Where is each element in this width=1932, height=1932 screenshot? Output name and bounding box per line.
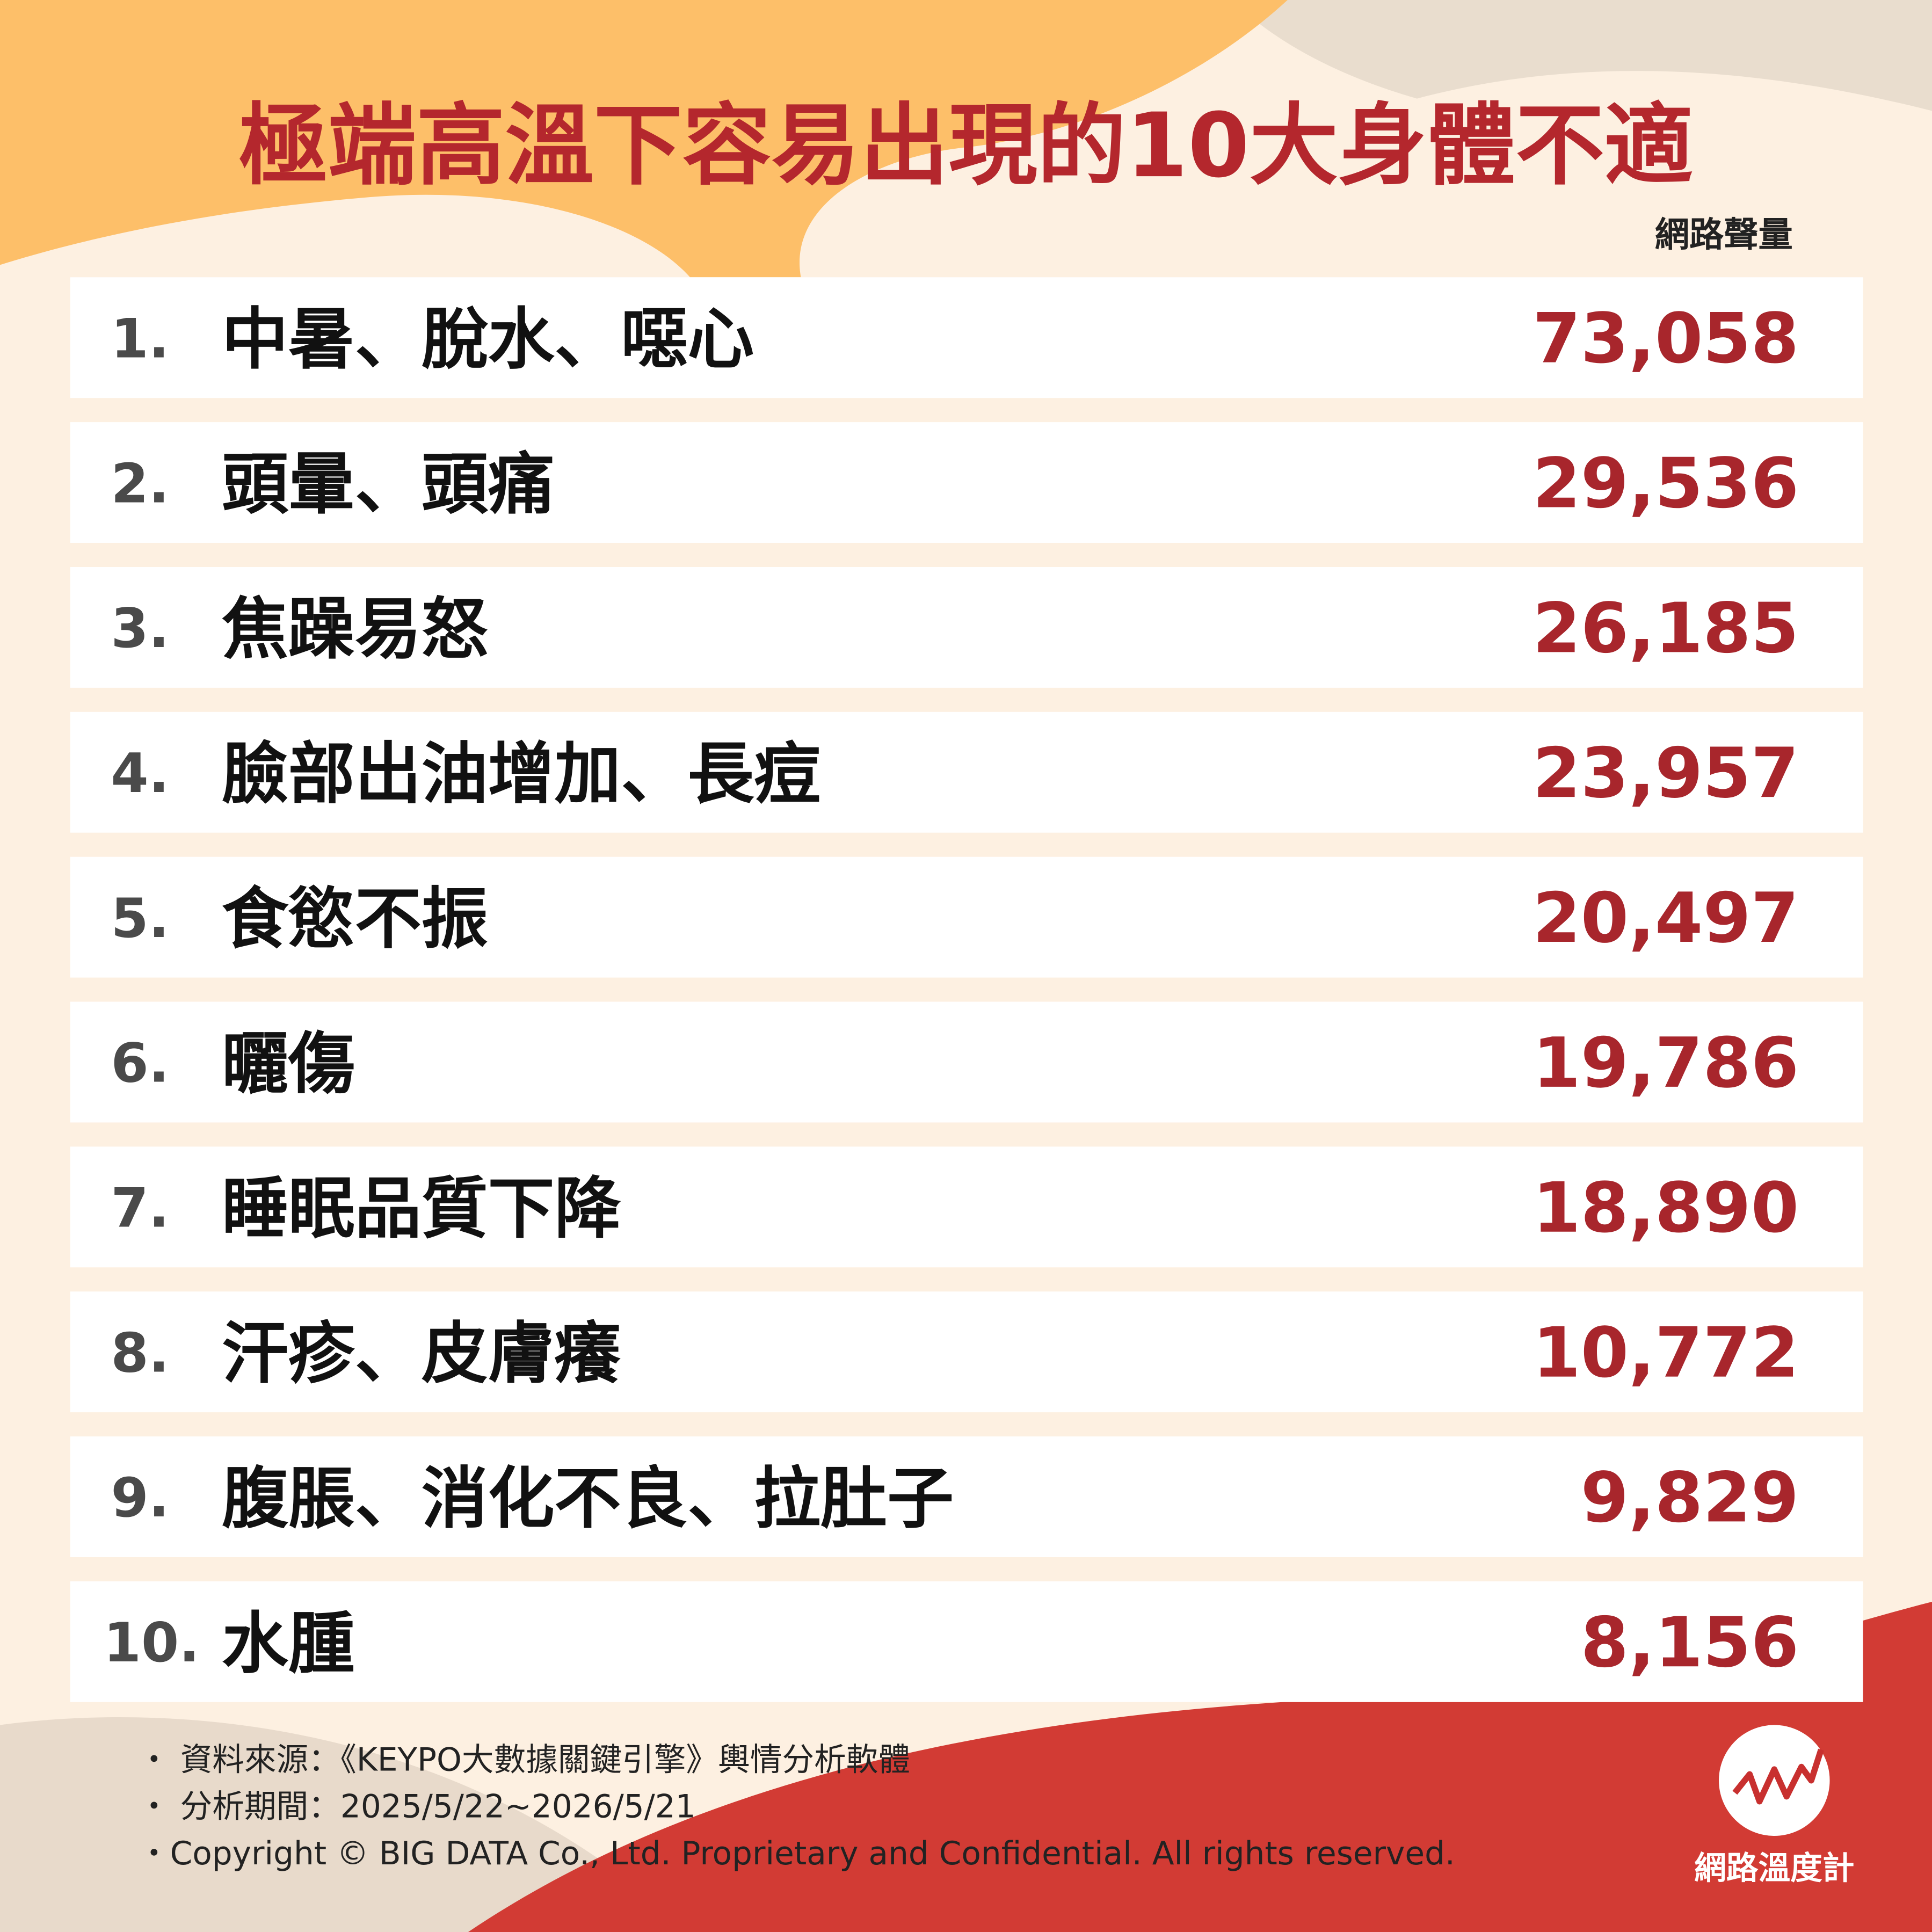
- logo-wave: [1732, 1748, 1824, 1805]
- row-background: [70, 277, 1863, 398]
- item-label: 頭暈、頭痛: [222, 446, 555, 523]
- item-value: 19,786: [1532, 1023, 1799, 1103]
- rank: 10.: [104, 1611, 200, 1674]
- rank: 3.: [111, 597, 170, 660]
- item-label: 食慾不振: [222, 881, 488, 958]
- item-label: 睡眠品質下降: [222, 1171, 621, 1248]
- item-value: 23,957: [1532, 733, 1799, 814]
- item-label: 臉部出油增加、長痘: [222, 736, 820, 813]
- logo-circle: [1719, 1725, 1830, 1836]
- row-background: [70, 566, 1863, 688]
- row-background: [70, 1436, 1863, 1557]
- footer-line: ・ 資料來源：《KEYPO大數據關鍵引擎》輿情分析軟體: [138, 1741, 910, 1778]
- rank: 5.: [111, 887, 170, 950]
- item-value: 9,829: [1581, 1458, 1799, 1538]
- row-background: [70, 422, 1863, 543]
- item-value: 18,890: [1532, 1168, 1799, 1248]
- row: 4. 臉部出油增加、長痘 23,957: [70, 711, 1863, 833]
- item-label: 曬傷: [222, 1026, 355, 1103]
- unit-label: 網路聲量: [1655, 215, 1793, 255]
- row: 7. 睡眠品質下降 18,890: [70, 1146, 1863, 1268]
- blob-bottom-left: [0, 1717, 690, 1932]
- rank: 1.: [111, 307, 170, 370]
- blob-bottom-right: [468, 1602, 1932, 1932]
- rank: 9.: [111, 1466, 170, 1529]
- rank: 8.: [111, 1321, 170, 1384]
- row: 8. 汗疹、皮膚癢 10,772: [70, 1291, 1863, 1413]
- row-background: [70, 1146, 1863, 1268]
- item-label: 焦躁易怒: [222, 591, 488, 668]
- row: 10. 水腫 8,156: [70, 1581, 1863, 1702]
- rank: 4.: [111, 742, 170, 805]
- row-background: [70, 1291, 1863, 1413]
- row: 5. 食慾不振 20,497: [70, 856, 1863, 978]
- item-value: 73,058: [1532, 299, 1799, 379]
- item-value: 10,772: [1532, 1313, 1799, 1393]
- row-background: [70, 1581, 1863, 1702]
- rank: 2.: [111, 452, 170, 515]
- item-label: 汗疹、皮膚癢: [222, 1316, 621, 1393]
- row-background: [70, 1001, 1863, 1123]
- item-value: 8,156: [1581, 1603, 1799, 1683]
- row-background: [70, 711, 1863, 833]
- item-value: 26,185: [1532, 589, 1799, 669]
- item-label: 中暑、脫水、噁心: [222, 301, 754, 379]
- row: 3. 焦躁易怒 26,185: [70, 566, 1863, 688]
- footer-line: ・ 分析期間：2025/5/22~2026/5/21: [138, 1789, 696, 1826]
- row-background: [70, 856, 1863, 978]
- footer: ・ 資料來源：《KEYPO大數據關鍵引擎》輿情分析軟體・ 分析期間：2025/5…: [138, 1741, 1455, 1872]
- item-label: 水腫: [222, 1605, 355, 1682]
- logo-text: 網路溫度計: [1694, 1850, 1854, 1887]
- row: 6. 曬傷 19,786: [70, 1001, 1863, 1123]
- title: 極端高溫下容易出現的10大身體不適: [239, 94, 1693, 197]
- blob-top-left: [0, 0, 1288, 278]
- row: 1. 中暑、脫水、噁心 73,058: [70, 277, 1863, 398]
- rank: 6.: [111, 1032, 170, 1095]
- footer-line: ・Copyright © BIG DATA Co., Ltd. Propriet…: [138, 1835, 1455, 1872]
- ranking-list: 1. 中暑、脫水、噁心 73,058 2. 頭暈、頭痛 29,536 3. 焦躁易怒 26,18…: [70, 277, 1863, 1702]
- rank: 7.: [111, 1176, 170, 1240]
- item-value: 29,536: [1532, 444, 1799, 524]
- item-value: 20,497: [1532, 878, 1799, 958]
- item-label: 腹脹、消化不良、拉肚子: [222, 1460, 954, 1537]
- row: 9. 腹脹、消化不良、拉肚子 9,829: [70, 1436, 1863, 1557]
- row: 2. 頭暈、頭痛 29,536: [70, 422, 1863, 543]
- blob-top-right: [1232, 0, 1932, 111]
